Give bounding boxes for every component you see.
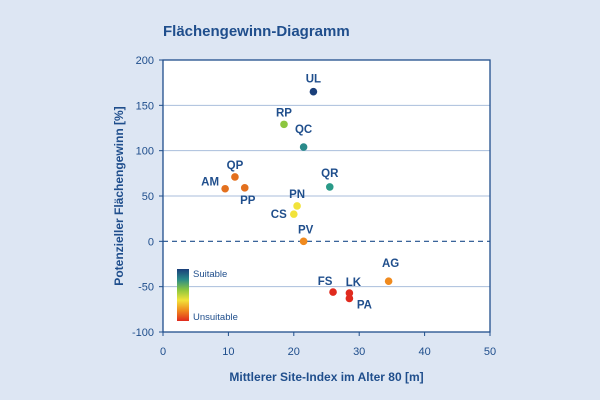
point-label-ag: AG — [382, 258, 399, 270]
point-label-pn: PN — [289, 189, 305, 201]
point-label-qp: QP — [227, 160, 244, 172]
data-point-qc — [299, 143, 308, 151]
legend-bottom-label: Unsuitable — [193, 312, 238, 323]
data-point-rp — [280, 120, 288, 129]
x-tick-label: 40 — [418, 346, 430, 358]
point-label-ul: UL — [306, 74, 321, 86]
x-tick-label: 0 — [160, 346, 166, 358]
y-tick-label: 100 — [136, 146, 154, 158]
x-tick-labels: 0 10 20 30 40 50 — [160, 346, 496, 358]
y-axis-label: Potenzieller Flächengewinn [%] — [112, 106, 126, 285]
y-tick-label: 150 — [136, 100, 154, 112]
point-label-pp: PP — [240, 195, 256, 207]
data-point-am — [221, 184, 229, 193]
legend-top-label: Suitable — [193, 269, 227, 280]
point-label-pa: PA — [357, 299, 372, 311]
point-label-fs: FS — [318, 276, 333, 288]
data-point-fs — [329, 288, 337, 296]
point-label-lk: LK — [346, 277, 362, 289]
data-point-pa — [345, 294, 354, 303]
data-points — [221, 87, 393, 303]
point-label-qr: QR — [321, 168, 339, 180]
data-point-pn — [293, 202, 301, 210]
data-point-cs — [290, 210, 298, 218]
data-point-qr — [325, 183, 334, 191]
y-tick-label: 50 — [142, 191, 154, 203]
data-point-ul — [309, 87, 318, 96]
data-point-qp — [231, 173, 239, 181]
chart-title: Flächengewinn-Diagramm — [163, 23, 350, 40]
data-point-ag — [384, 277, 393, 286]
point-label-pv: PV — [298, 224, 314, 236]
point-label-qc: QC — [295, 124, 312, 136]
data-point-pv — [299, 237, 308, 246]
x-tick-label: 30 — [353, 346, 365, 358]
y-tick-labels: -100 -50 0 50 100 150 200 — [132, 55, 154, 339]
data-point-pp — [240, 184, 249, 192]
y-tick-label: -50 — [138, 282, 154, 294]
y-tick-label: 0 — [148, 236, 154, 248]
y-tick-label: -100 — [132, 327, 154, 339]
tick-marks — [159, 59, 491, 336]
data-point-lk — [345, 289, 354, 297]
x-axis-label: Mittlerer Site-Index im Alter 80 [m] — [229, 370, 423, 384]
point-label-rp: RP — [276, 107, 292, 119]
legend-color-bar — [177, 269, 189, 321]
point-label-am: AM — [201, 177, 219, 189]
x-tick-label: 10 — [222, 346, 234, 358]
x-tick-label: 20 — [288, 346, 300, 358]
y-tick-label: 200 — [136, 55, 154, 67]
suitability-legend: Suitable Unsuitable — [177, 269, 238, 323]
point-label-cs: CS — [271, 209, 287, 221]
x-tick-label: 50 — [484, 346, 496, 358]
